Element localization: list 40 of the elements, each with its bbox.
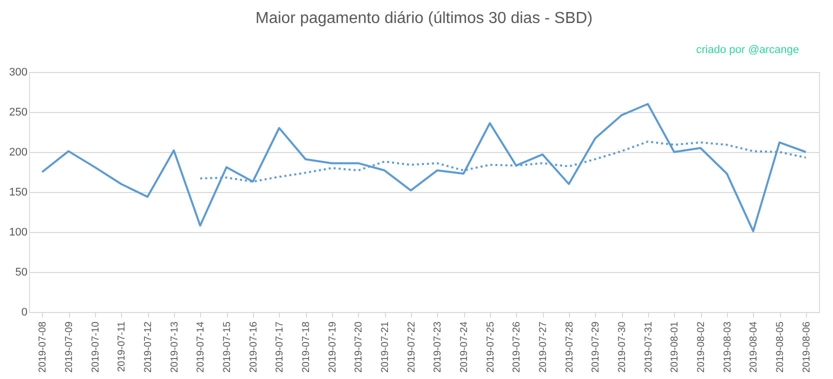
x-tick-label: 2019-07-15 (222, 321, 233, 373)
y-tick-label: 50 (15, 266, 28, 278)
x-tick-label: 2019-07-16 (248, 321, 260, 373)
x-tick-label: 2019-07-11 (116, 321, 128, 372)
x-tick-label: 2019-07-28 (564, 321, 576, 373)
x-tick-label: 2019-08-05 (775, 321, 786, 373)
y-tick-label: 0 (21, 306, 28, 318)
y-tick-label: 200 (9, 146, 28, 158)
y-tick-label: 150 (9, 186, 28, 198)
x-tick-label: 2019-07-29 (590, 321, 602, 373)
x-tick-label: 2019-08-04 (748, 321, 760, 373)
x-tick-label: 2019-07-30 (617, 321, 628, 373)
x-tick-label: 2019-07-19 (327, 321, 338, 373)
y-tick-label: 250 (9, 106, 28, 118)
x-tick-label: 2019-07-18 (301, 321, 312, 373)
x-tick-label: 2019-07-22 (406, 321, 418, 373)
x-tick-label: 2019-07-09 (64, 321, 75, 373)
x-tick-label: 2019-07-12 (143, 321, 154, 373)
y-tick-label: 100 (9, 226, 28, 238)
x-tick-label: 2019-07-26 (512, 321, 523, 373)
x-tick-label: 2019-07-23 (432, 321, 444, 373)
x-tick-label: 2019-08-02 (696, 321, 707, 373)
x-tick-label: 2019-08-03 (722, 321, 734, 373)
x-tick-label: 2019-08-01 (670, 321, 681, 373)
x-tick-label: 2019-07-24 (459, 321, 470, 373)
x-tick-label: 2019-07-08 (38, 321, 49, 373)
x-tick-label: 2019-07-31 (643, 321, 654, 373)
x-tick-label: 2019-07-10 (90, 321, 102, 373)
x-tick-label: 2019-07-20 (354, 321, 365, 373)
x-tick-label: 2019-07-27 (538, 321, 549, 373)
x-tick-label: 2019-07-17 (274, 321, 286, 373)
text: criado por @arcange (696, 44, 799, 56)
y-tick-label: 300 (9, 66, 28, 78)
line-series (41, 103, 807, 232)
x-tick-label: 2019-07-21 (380, 321, 391, 373)
x-tick-label: 2019-08-06 (801, 321, 812, 373)
x-tick-label: 2019-07-14 (196, 321, 207, 373)
x-tick-label: 2019-07-13 (169, 321, 180, 373)
x-tick-label: 2019-07-25 (485, 321, 496, 373)
chart-title: Maior pagamento diário (últimos 30 dias - SBD) (255, 10, 593, 27)
